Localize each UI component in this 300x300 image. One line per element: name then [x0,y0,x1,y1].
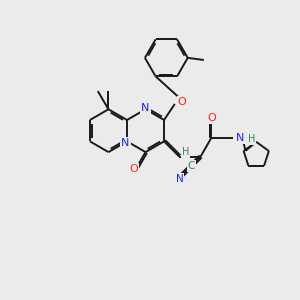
Text: N: N [121,138,130,148]
Text: N: N [236,133,244,143]
Text: O: O [207,112,216,123]
Text: O: O [129,164,138,174]
Text: C: C [188,160,195,171]
Text: N: N [141,103,150,113]
Text: H: H [182,147,189,157]
Text: H: H [248,134,255,145]
Text: N: N [176,174,183,184]
Text: O: O [178,98,187,107]
